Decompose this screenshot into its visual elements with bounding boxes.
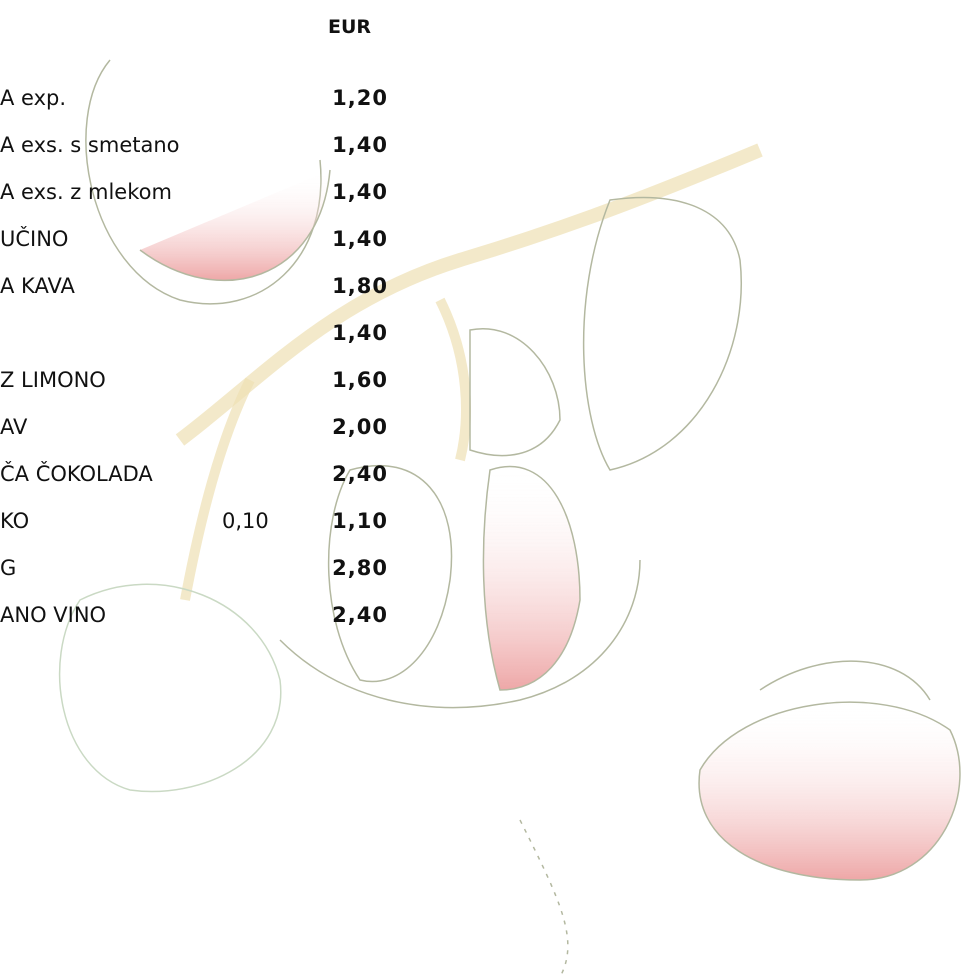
item-price: 1,40 <box>332 133 388 157</box>
item-name: Z LIMONO <box>0 368 106 392</box>
item-name: G <box>0 556 17 580</box>
item-price: 1,40 <box>332 321 388 345</box>
item-price: 1,10 <box>332 509 388 533</box>
item-price: 2,40 <box>332 603 388 627</box>
item-price: 2,00 <box>332 415 388 439</box>
item-name: AV <box>0 415 28 439</box>
item-name: A KAVA <box>0 274 75 298</box>
item-name: A exs. s smetano <box>0 133 180 157</box>
item-name: KO <box>0 509 30 533</box>
item-name: A exp. <box>0 86 67 110</box>
item-price: 1,20 <box>332 86 388 110</box>
item-price: 1,80 <box>332 274 388 298</box>
item-quantity: 0,10 <box>222 509 269 533</box>
item-price: 1,40 <box>332 180 388 204</box>
item-name: ANO VINO <box>0 603 107 627</box>
item-price: 2,80 <box>332 556 388 580</box>
currency-header: EUR <box>328 16 372 38</box>
item-name: UČINO <box>0 227 69 251</box>
item-price: 2,40 <box>332 462 388 486</box>
item-price: 1,40 <box>332 227 388 251</box>
item-price: 1,60 <box>332 368 388 392</box>
item-name: A exs. z mlekom <box>0 180 172 204</box>
item-name: ČA ČOKOLADA <box>0 462 153 486</box>
